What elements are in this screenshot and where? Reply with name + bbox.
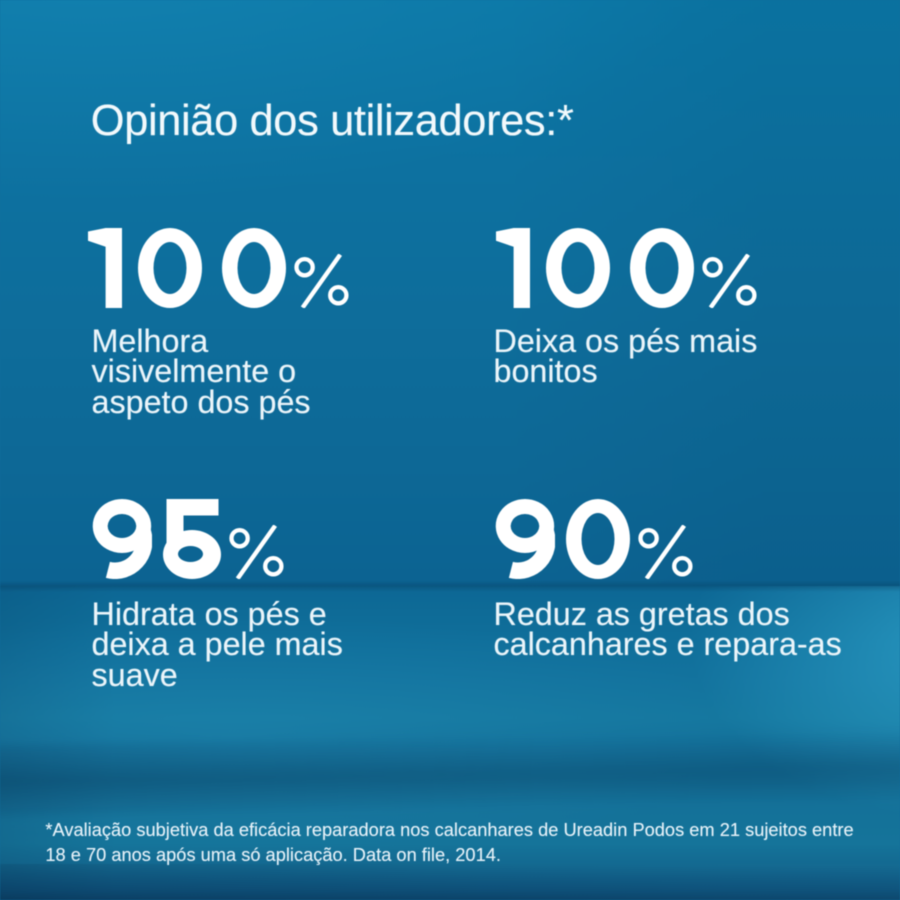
stat-description-line: visivelmente o [91,353,297,390]
stat-description-line: suave [91,657,178,694]
page-title: Opinião dos utilizadores:* [90,96,574,145]
percent-icon [702,253,757,308]
background-bottom-band [0,864,900,900]
stat-description-2: Deixa os pés mais bonitos [493,322,758,390]
background-horizon-line [0,580,900,592]
stat-description-line: Melhora [91,322,209,359]
footnote-line: 18 e 70 anos após uma só aplicação. Data… [45,844,501,865]
percent-icon [294,253,349,308]
stat-description-line: deixa a pele mais [91,626,343,663]
stat-number [495,498,630,579]
stat-description-line: Deixa os pés mais [493,322,758,359]
stat-description-line: Hidrata os pés e [91,595,327,632]
percent-icon [229,524,284,579]
stat-value-2 [495,227,757,308]
stat-number [495,227,694,308]
footnote-line: *Avaliação subjetiva da eficácia reparad… [45,819,854,840]
background-floor [0,586,900,900]
footnote: *Avaliação subjetiva da eficácia reparad… [45,817,853,867]
stat-number [92,498,222,579]
stat-description-line: aspeto dos pés [91,384,311,421]
percent-icon [638,524,693,579]
stat-description-line: Reduz as gretas dos [493,595,790,632]
stat-value-1 [87,227,349,308]
background-shadow-band [0,729,900,817]
stat-description-1: Melhora visivelmente o aspeto dos pés [91,322,311,421]
stat-description-4: Reduz as gretas dos calcanhares e repara… [493,595,842,663]
stat-description-line: calcanhares e repara-as [493,626,842,663]
stat-description-line: bonitos [493,353,598,390]
stat-description-3: Hidrata os pés e deixa a pele mais suave [91,595,343,694]
stat-value-3 [92,498,284,579]
stat-value-4 [495,498,693,579]
stat-number [87,227,287,308]
